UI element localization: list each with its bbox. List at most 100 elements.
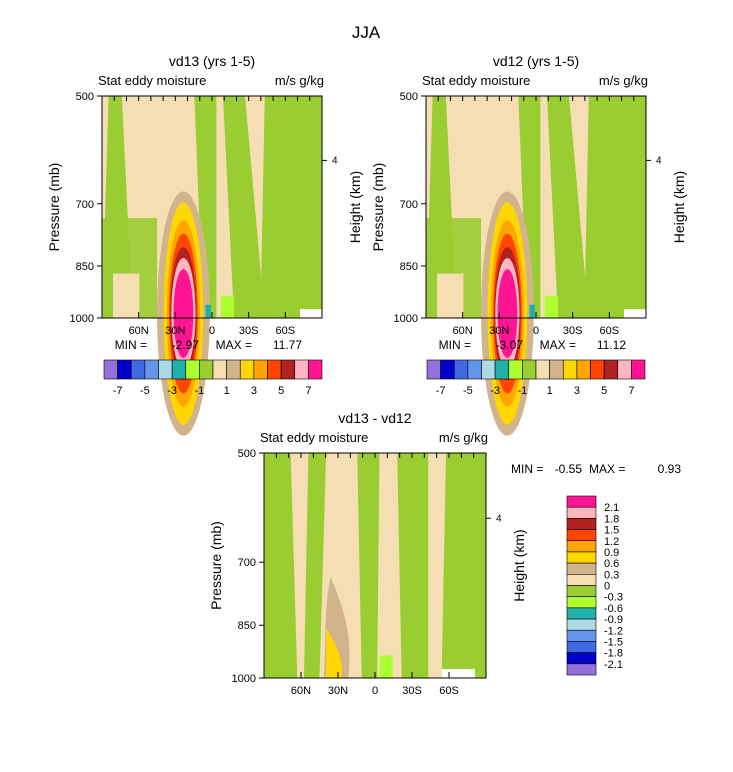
x-tick-label: 60S (439, 685, 459, 697)
colorbar-tick-label: 1 (547, 385, 553, 397)
contour-band (518, 96, 541, 318)
colorbar-tick-label: -1 (194, 385, 204, 397)
contour-band (441, 669, 475, 678)
colorbar-tick-label: 0.9 (604, 547, 619, 559)
min-value: -0.55 (555, 462, 583, 476)
subtitle-left: Stat eddy moisture (260, 430, 368, 445)
contour-band (303, 453, 327, 678)
colorbar-tick-label: 1 (224, 385, 230, 397)
colorbar-tick-label: 7 (305, 385, 311, 397)
x-tick-label: 60S (600, 325, 620, 337)
y-tick-label: 500 (238, 448, 256, 460)
colorbar-swatch (566, 551, 597, 564)
colorbar-swatch (549, 359, 564, 380)
x-tick-label: 60S (276, 325, 296, 337)
colorbar-swatch (566, 641, 597, 653)
contour-band (437, 273, 464, 318)
colorbar-swatch (590, 359, 605, 380)
max-label: MAX = (540, 338, 576, 352)
panel-vd12: vd12 (yrs 1-5) Stat eddy moisture m/s g/kg… (370, 53, 687, 436)
colorbar-swatch (603, 359, 619, 380)
colorbar-tick-label: -7 (113, 385, 123, 397)
colorbar-swatch (239, 359, 255, 380)
contour-band (173, 269, 194, 358)
max-value: 0.93 (658, 462, 682, 476)
colorbar-swatch (617, 359, 632, 380)
contour-band (113, 273, 140, 318)
colorbar-tick-label: 0.3 (604, 569, 619, 581)
colorbar-swatch (566, 629, 597, 642)
colorbar-swatch (566, 495, 597, 508)
colorbar-swatch (253, 359, 268, 380)
colorbar-swatch (103, 359, 118, 380)
y-tick-label: 850 (400, 261, 418, 273)
colorbar-swatch (267, 359, 282, 380)
colorbar-tick-label: -7 (436, 385, 446, 397)
colorbar-swatch (566, 540, 597, 553)
colorbar-tick-label: 5 (601, 385, 607, 397)
colorbar-swatch (566, 618, 597, 631)
panel-title: vd13 - vd12 (338, 410, 411, 426)
min-value: -3.07 (496, 338, 524, 352)
colorbar-swatch (562, 359, 578, 380)
subtitle-right: m/s g/kg (599, 73, 648, 88)
y-right-axis-label: Height (km) (347, 171, 363, 243)
contour-band (223, 96, 265, 318)
colorbar-swatch (308, 359, 323, 380)
x-tick-label: 30S (239, 325, 259, 337)
min-value: -2.97 (172, 338, 200, 352)
colorbar-swatch (508, 359, 523, 380)
min-label: MIN = (511, 462, 543, 476)
x-tick-label: 0 (533, 325, 539, 337)
colorbar-tick-label: -0.9 (604, 614, 623, 626)
contour-band (264, 453, 298, 678)
contour-band (397, 453, 429, 678)
colorbar-swatch (467, 359, 482, 380)
y-tick-label: 500 (400, 91, 418, 103)
colorbar-swatch (566, 506, 597, 519)
colorbar-tick-label: 0 (604, 581, 610, 593)
max-value: 11.77 (273, 338, 302, 352)
colorbar-swatch (566, 607, 597, 620)
colorbar-swatch (566, 663, 597, 676)
colorbar-swatch (566, 529, 597, 542)
max-value: 11.12 (597, 338, 626, 352)
colorbar-tick-label: 7 (628, 385, 634, 397)
colorbar-swatch (144, 359, 159, 380)
contour-band (584, 96, 646, 318)
contour-band (357, 453, 380, 678)
colorbar-tick-label: -0.3 (604, 592, 623, 604)
panel-vd13: vd13 (yrs 1-5) Stat eddy moisture m/s g/kg… (46, 53, 363, 436)
y-tick-label: 1000 (232, 673, 256, 685)
colorbar-tick-label: -1.5 (604, 636, 623, 648)
colorbar-tick-label: 1.8 (604, 513, 619, 525)
colorbar-swatch (185, 359, 200, 380)
contour-band (379, 655, 393, 678)
colorbar-swatch (226, 359, 241, 380)
contour-band (529, 304, 535, 318)
y-tick-label: 700 (400, 199, 418, 211)
max-label: MAX = (216, 338, 252, 352)
y-tick-label: 850 (76, 261, 94, 273)
colorbar-swatch (566, 652, 597, 665)
y-right-axis-label: Height (km) (511, 529, 527, 601)
min-label: MIN = (115, 338, 147, 352)
min-label: MIN = (439, 338, 471, 352)
figure-title: JJA (352, 23, 381, 42)
colorbar-swatch (631, 359, 646, 380)
x-tick-label: 60N (291, 685, 311, 697)
subtitle-left: Stat eddy moisture (422, 73, 530, 88)
colorbar-swatch (212, 359, 227, 380)
max-label: MAX = (589, 462, 625, 476)
colorbar-tick-label: -5 (463, 385, 473, 397)
contour-band (441, 453, 486, 678)
panel-title: vd13 (yrs 1-5) (169, 53, 255, 69)
contour-band (497, 269, 518, 358)
subtitle-right: m/s g/kg (439, 430, 488, 445)
contour-band (624, 309, 646, 318)
colorbar-tick-label: -3 (490, 385, 500, 397)
colorbar-swatch (440, 359, 455, 380)
colorbar-tick-label: 0.6 (604, 558, 619, 570)
colorbar-tick-label: 1.2 (604, 536, 619, 548)
